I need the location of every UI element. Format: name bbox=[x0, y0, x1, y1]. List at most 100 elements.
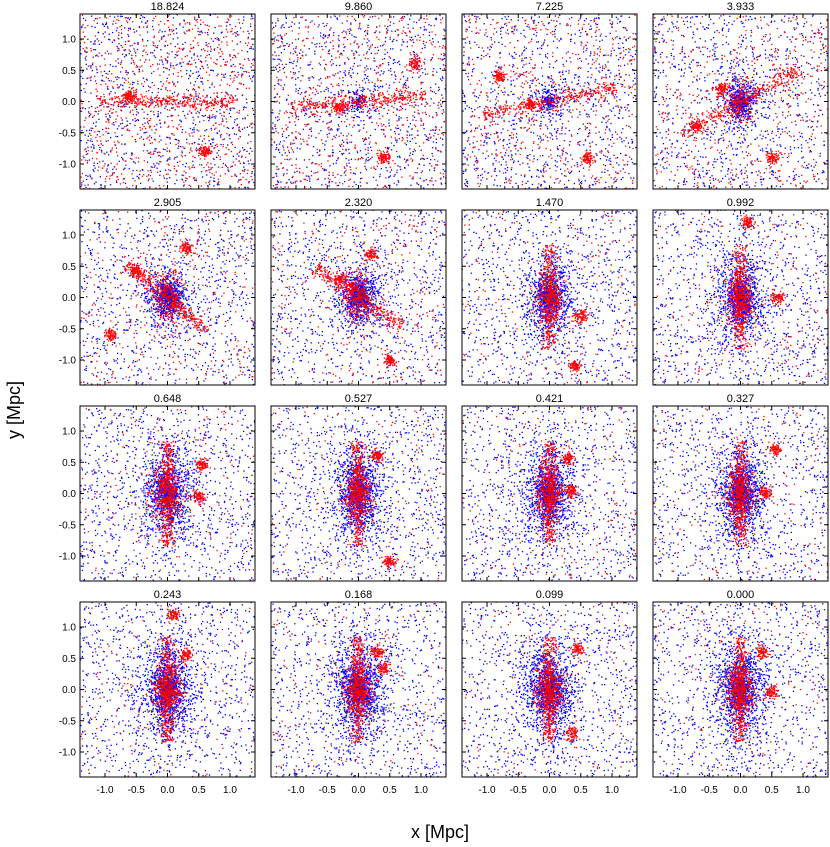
red-particle bbox=[174, 102, 176, 104]
red-particle bbox=[416, 62, 418, 64]
red-particle bbox=[170, 66, 172, 68]
blue-particle bbox=[87, 135, 89, 137]
blue-particle bbox=[122, 127, 124, 129]
blue-particle bbox=[434, 126, 437, 128]
blue-particle bbox=[409, 39, 411, 41]
blue-particle bbox=[412, 153, 414, 156]
red-particle bbox=[225, 147, 227, 149]
blue-particle bbox=[340, 132, 342, 134]
red-particle bbox=[396, 96, 398, 99]
blue-particle bbox=[89, 77, 91, 79]
red-particle bbox=[358, 102, 360, 104]
red-particle bbox=[111, 86, 114, 88]
blue-particle bbox=[94, 80, 97, 82]
red-particle bbox=[388, 159, 390, 161]
blue-particle bbox=[281, 135, 284, 137]
blue-particle bbox=[101, 151, 103, 153]
blue-particle bbox=[218, 149, 220, 152]
blue-particle bbox=[370, 115, 372, 118]
red-particle bbox=[353, 54, 355, 56]
red-particle bbox=[414, 54, 416, 56]
blue-particle bbox=[426, 138, 429, 141]
blue-particle bbox=[359, 106, 361, 108]
blue-particle bbox=[396, 171, 398, 174]
red-particle bbox=[210, 57, 212, 59]
red-particle bbox=[321, 168, 324, 170]
blue-particle bbox=[283, 45, 285, 47]
blue-particle bbox=[276, 180, 279, 182]
blue-particle bbox=[390, 129, 392, 131]
red-particle bbox=[210, 102, 213, 104]
blue-particle bbox=[298, 27, 300, 29]
blue-particle bbox=[399, 97, 401, 100]
red-particle bbox=[173, 99, 175, 101]
red-particle bbox=[313, 172, 315, 174]
red-particle bbox=[311, 113, 313, 115]
blue-particle bbox=[300, 16, 302, 19]
blue-particle bbox=[243, 127, 246, 129]
blue-particle bbox=[407, 102, 409, 104]
particle-layer bbox=[271, 14, 446, 189]
red-particle bbox=[119, 101, 122, 103]
red-particle bbox=[308, 102, 311, 105]
red-particle bbox=[218, 181, 220, 183]
blue-particle bbox=[335, 64, 338, 67]
blue-particle bbox=[221, 118, 224, 120]
red-particle bbox=[206, 106, 208, 109]
blue-particle bbox=[167, 44, 169, 47]
red-particle bbox=[365, 95, 367, 97]
red-particle bbox=[143, 45, 145, 47]
red-particle bbox=[137, 133, 139, 135]
blue-particle bbox=[483, 144, 485, 146]
blue-particle bbox=[101, 75, 104, 77]
blue-particle bbox=[241, 128, 244, 130]
blue-particle bbox=[311, 20, 313, 22]
red-particle bbox=[104, 100, 106, 102]
red-particle bbox=[185, 96, 187, 98]
blue-particle bbox=[205, 41, 207, 44]
blue-particle bbox=[542, 169, 544, 171]
red-particle bbox=[146, 97, 148, 99]
blue-particle bbox=[318, 79, 320, 81]
red-particle bbox=[317, 26, 319, 28]
blue-particle bbox=[393, 71, 396, 73]
blue-particle bbox=[350, 108, 353, 111]
blue-particle bbox=[160, 156, 162, 158]
red-particle bbox=[328, 126, 330, 128]
blue-particle bbox=[332, 102, 334, 104]
red-particle bbox=[340, 105, 342, 108]
red-particle bbox=[423, 97, 425, 100]
red-particle bbox=[232, 97, 234, 100]
blue-particle bbox=[430, 87, 432, 89]
blue-particle bbox=[384, 135, 386, 137]
red-particle bbox=[371, 103, 373, 105]
blue-particle bbox=[362, 111, 365, 113]
blue-particle bbox=[611, 136, 613, 138]
blue-particle bbox=[115, 30, 118, 32]
blue-particle bbox=[239, 179, 241, 181]
red-particle bbox=[136, 169, 138, 172]
red-particle bbox=[409, 31, 411, 33]
blue-particle bbox=[345, 125, 348, 127]
blue-particle bbox=[437, 104, 439, 106]
blue-particle bbox=[635, 116, 637, 118]
blue-particle bbox=[103, 70, 106, 72]
blue-particle bbox=[153, 152, 155, 155]
red-particle bbox=[363, 16, 365, 18]
red-particle bbox=[224, 173, 227, 175]
red-particle bbox=[107, 73, 109, 75]
blue-particle bbox=[475, 100, 477, 102]
red-particle bbox=[221, 104, 223, 106]
red-particle bbox=[314, 107, 316, 110]
red-particle bbox=[185, 104, 187, 106]
red-particle bbox=[125, 16, 127, 19]
blue-particle bbox=[230, 186, 232, 188]
blue-particle bbox=[316, 151, 318, 154]
red-particle bbox=[340, 101, 343, 103]
red-particle bbox=[363, 139, 366, 141]
red-particle bbox=[134, 74, 136, 76]
red-particle bbox=[226, 83, 229, 85]
red-particle bbox=[116, 175, 119, 178]
red-particle bbox=[332, 40, 334, 42]
blue-particle bbox=[432, 141, 435, 143]
